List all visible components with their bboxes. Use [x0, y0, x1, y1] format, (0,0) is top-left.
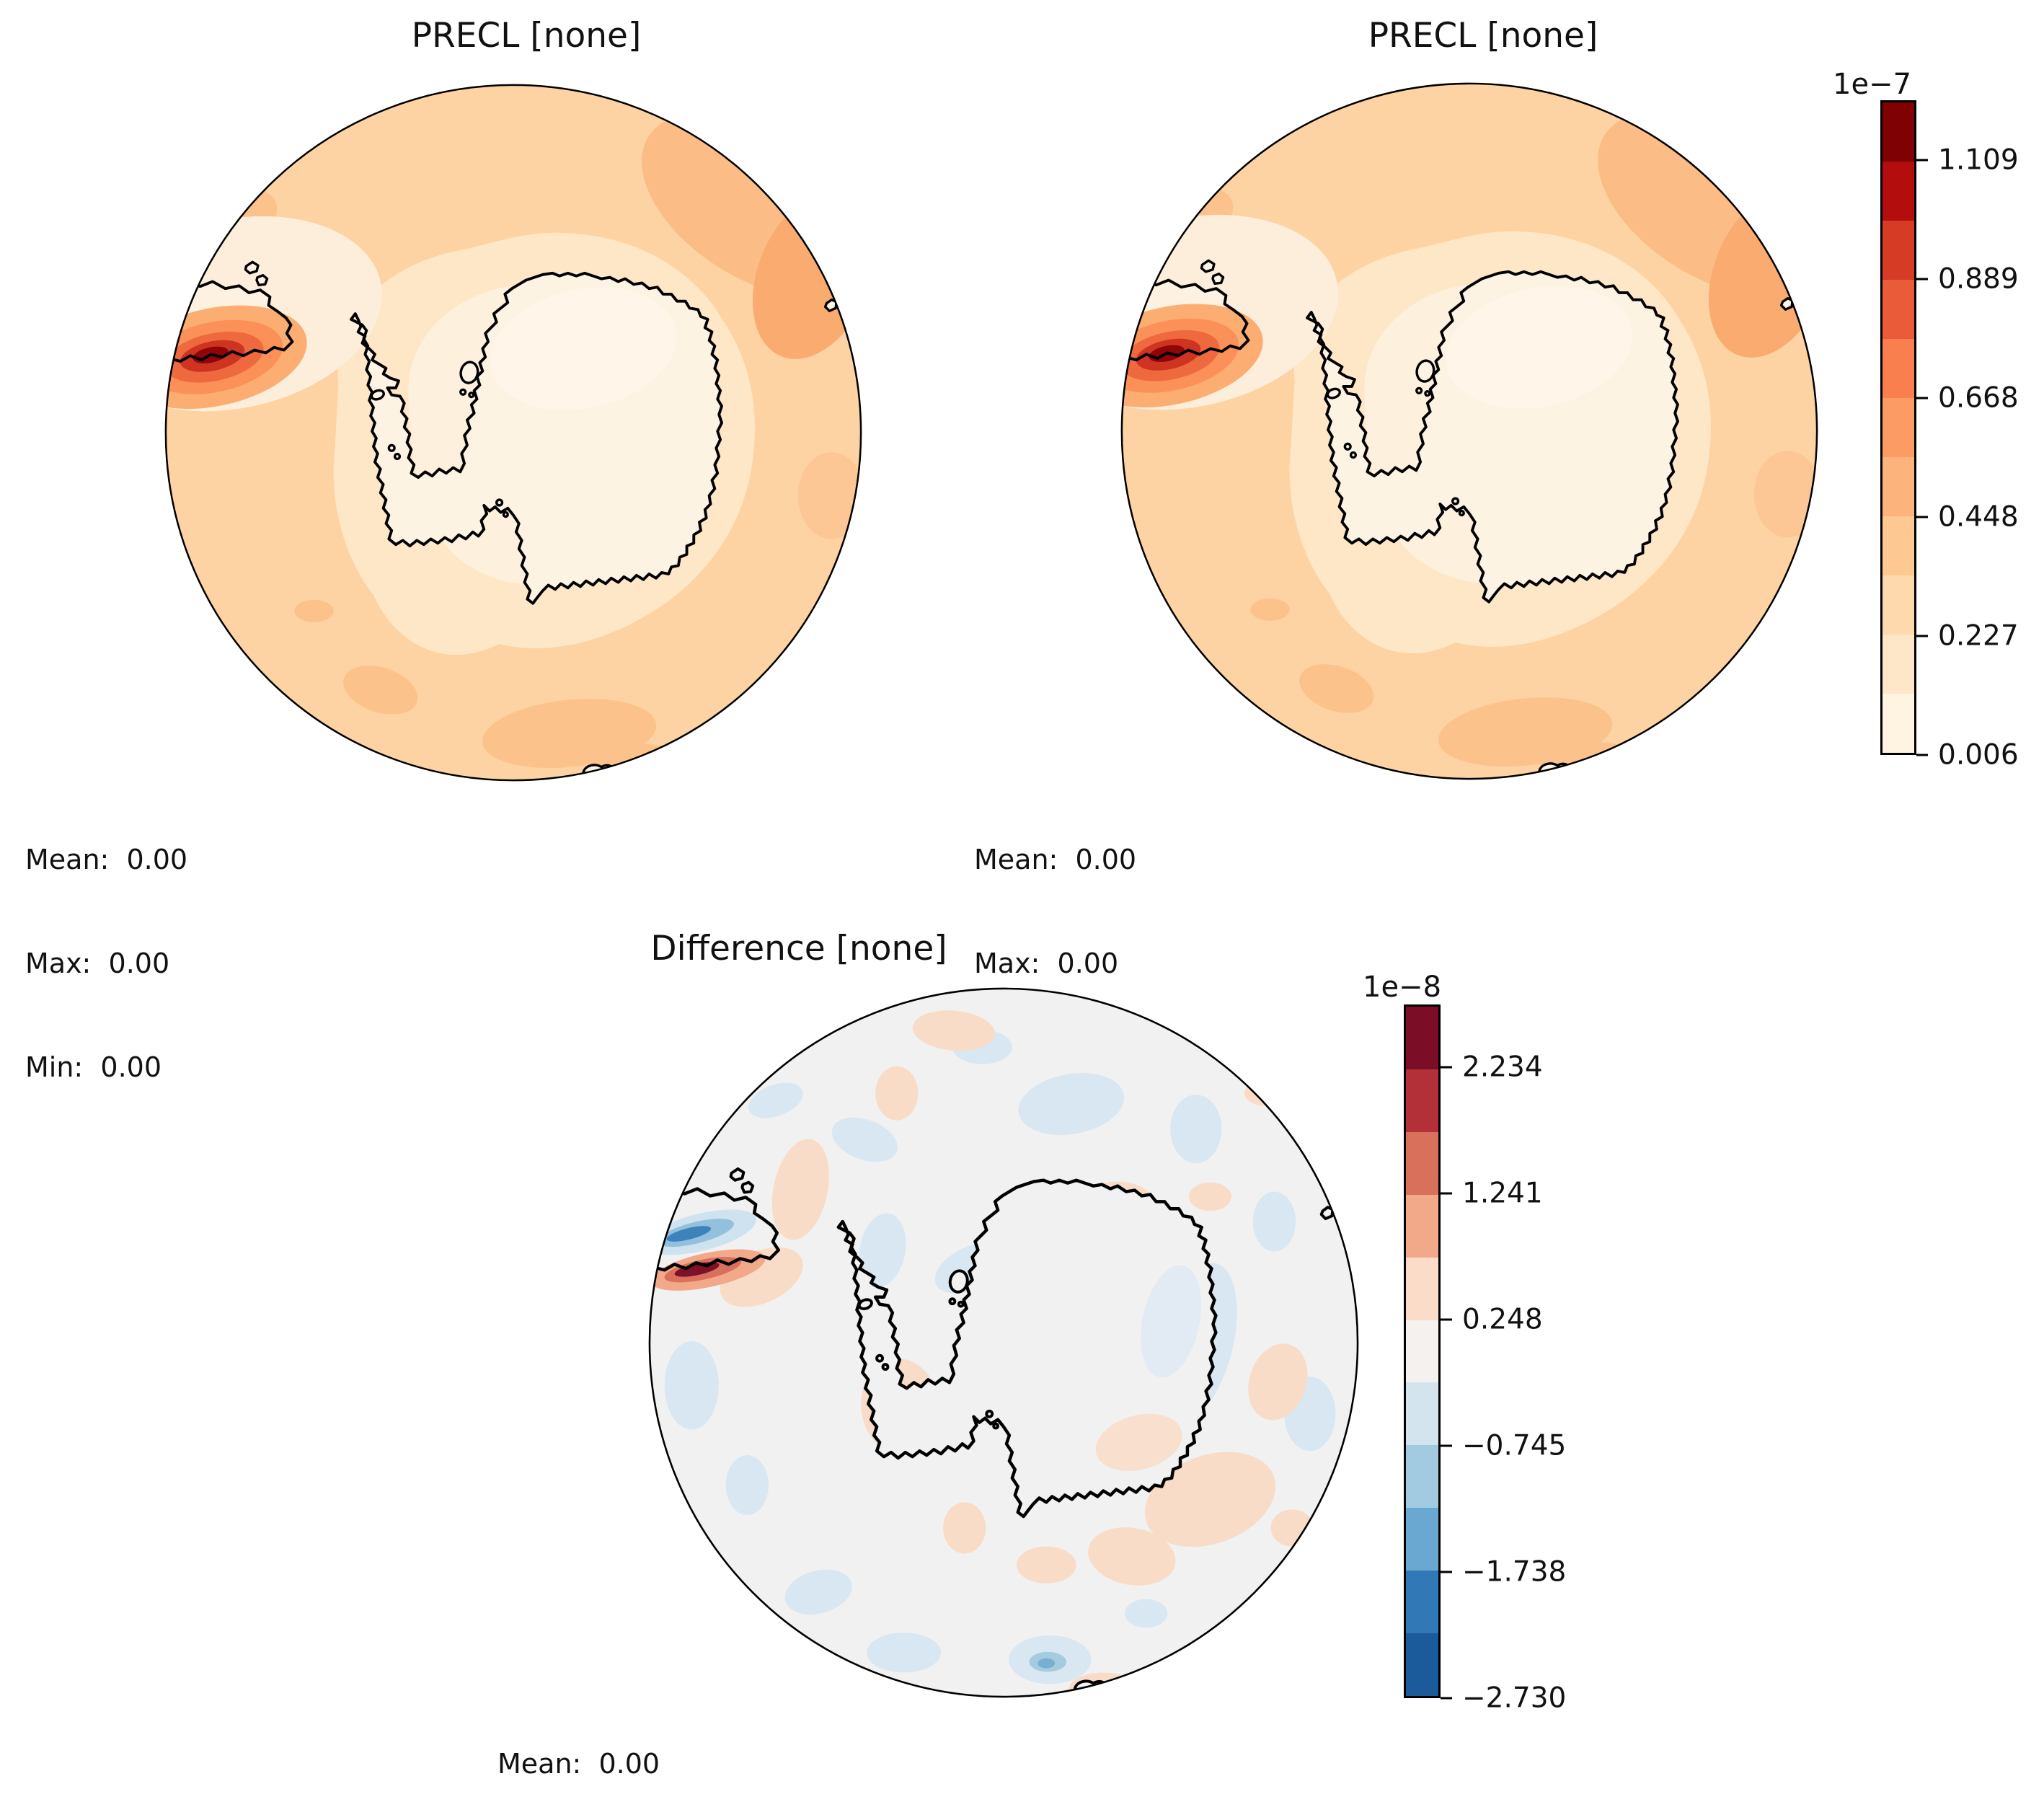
- colorbar-tick: 0.248: [1441, 1304, 1543, 1336]
- colorbar-tick: −2.730: [1441, 1682, 1566, 1715]
- colorbar-segment: [1406, 1194, 1438, 1258]
- tick-label: −0.745: [1462, 1429, 1567, 1462]
- panel2-stat-max: Max: 0.00: [974, 948, 1119, 979]
- tick-label: 1.241: [1462, 1177, 1543, 1210]
- panel2-title: PRECL [none]: [1368, 16, 1598, 56]
- tick-mark: [1916, 159, 1928, 162]
- tick-label: 0.668: [1938, 381, 2019, 415]
- colorbar2-gradient: [1404, 1004, 1441, 1698]
- colorbar-segment: [1882, 280, 1914, 339]
- colorbar-tick: −0.745: [1441, 1430, 1566, 1462]
- colorbar-segment: [1406, 1445, 1438, 1509]
- colorbar-segment: [1882, 221, 1914, 280]
- colorbar-segment: [1882, 694, 1914, 753]
- panel1-stat-max: Max: 0.00: [25, 948, 170, 979]
- tick-label: 0.227: [1938, 619, 2019, 653]
- colorbar-segment: [1406, 1257, 1438, 1320]
- colorbar-segment: [1406, 1633, 1438, 1696]
- colorbar-segment: [1406, 1131, 1438, 1195]
- colorbar-segment: [1882, 457, 1914, 516]
- tick-mark: [1441, 1318, 1452, 1321]
- tick-label: 0.006: [1938, 738, 2019, 772]
- colorbar-segment: [1882, 516, 1914, 575]
- panel1-stats: Mean: 0.00 Max: 0.00 Min: 0.00: [25, 773, 187, 1154]
- colorbar-segment: [1406, 1320, 1438, 1383]
- colorbar2-exponent-label: 1e−8: [1363, 971, 1442, 1004]
- colorbar-tick: 2.234: [1441, 1051, 1543, 1084]
- colorbar-segment: [1406, 1007, 1438, 1069]
- tick-mark: [1441, 1571, 1452, 1573]
- colorbar-segment: [1882, 575, 1914, 635]
- colorbar-segment: [1406, 1382, 1438, 1446]
- panel3-title: Difference [none]: [650, 929, 947, 968]
- tick-label: −2.730: [1462, 1682, 1567, 1715]
- panel1-title: PRECL [none]: [411, 16, 642, 56]
- tick-mark: [1441, 1697, 1452, 1700]
- colorbar-tick: −1.738: [1441, 1556, 1566, 1589]
- colorbar-segment: [1882, 635, 1914, 694]
- colorbar1-gradient: [1880, 100, 1916, 755]
- colorbar-segment: [1406, 1508, 1438, 1571]
- tick-mark: [1916, 278, 1928, 281]
- tick-mark: [1916, 754, 1928, 756]
- colorbar-tick: 0.448: [1916, 500, 2019, 533]
- tick-label: 2.234: [1462, 1051, 1543, 1084]
- panel1-stat-mean: Mean: 0.00: [25, 844, 188, 875]
- tick-mark: [1441, 1192, 1452, 1195]
- colorbar-segment: [1406, 1069, 1438, 1132]
- colorbar1-exponent-label: 1e−7: [1833, 68, 1912, 101]
- colorbar-difference: 2.234 1.241 0.248 −0.745 −1.738 −2.730: [1404, 1004, 1566, 1715]
- colorbar-segment: [1406, 1571, 1438, 1634]
- colorbar-segment: [1882, 398, 1914, 457]
- colorbar-segment: [1882, 339, 1914, 398]
- colorbar-tick: 0.889: [1916, 262, 2019, 295]
- colorbar-segment: [1882, 162, 1914, 221]
- colorbar1-ticks: 1.109 0.889 0.668 0.448 0.227 0.006: [1916, 100, 2044, 772]
- colorbar-tick: 0.668: [1916, 381, 2019, 414]
- tick-mark: [1916, 635, 1928, 637]
- tick-label: 0.248: [1462, 1303, 1543, 1336]
- colorbar2-ticks: 2.234 1.241 0.248 −0.745 −1.738 −2.730: [1441, 1004, 1614, 1715]
- panel3-stat-mean: Mean: 0.00: [497, 1748, 660, 1780]
- tick-label: −1.738: [1462, 1555, 1567, 1589]
- colorbar-segment: [1882, 102, 1914, 162]
- tick-mark: [1916, 397, 1928, 399]
- panel3-stats: Mean: 0.00 Max: 0.00 Min: -0.00: [497, 1677, 660, 1802]
- tick-mark: [1441, 1066, 1452, 1069]
- colorbar-precl: 1.109 0.889 0.668 0.448 0.227 0.006: [1880, 100, 2019, 772]
- tick-mark: [1916, 516, 1928, 518]
- tick-label: 1.109: [1938, 143, 2019, 177]
- panel2-stat-mean: Mean: 0.00: [974, 844, 1137, 875]
- colorbar-tick: 0.006: [1916, 739, 2019, 772]
- colorbar-tick: 1.109: [1916, 143, 2019, 176]
- tick-mark: [1441, 1444, 1452, 1447]
- tick-label: 0.889: [1938, 262, 2019, 296]
- panel1-map-antarctica: [164, 83, 863, 782]
- colorbar-tick: 1.241: [1441, 1178, 1543, 1210]
- panel1-stat-min: Min: 0.00: [25, 1051, 162, 1083]
- panel2-map-antarctica: [1120, 81, 1819, 781]
- panel3-map-difference: [647, 986, 1360, 1699]
- colorbar-tick: 0.227: [1916, 619, 2019, 652]
- tick-label: 0.448: [1938, 500, 2019, 534]
